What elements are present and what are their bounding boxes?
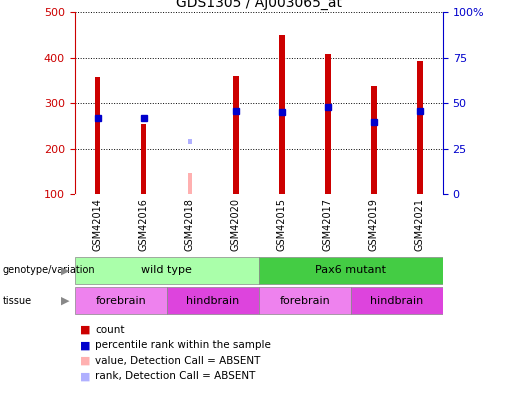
Text: GSM42014: GSM42014 — [93, 198, 102, 251]
Text: forebrain: forebrain — [280, 296, 330, 306]
Bar — [259, 257, 443, 284]
Text: GSM42017: GSM42017 — [323, 198, 333, 251]
Text: GSM42016: GSM42016 — [139, 198, 149, 251]
Text: ■: ■ — [80, 356, 90, 366]
Bar — [233, 76, 238, 194]
Bar — [95, 77, 100, 194]
Bar — [351, 287, 443, 314]
Text: ■: ■ — [80, 371, 90, 381]
Text: wild type: wild type — [141, 265, 192, 275]
Text: tissue: tissue — [3, 296, 32, 306]
Bar — [75, 257, 259, 284]
Text: GSM42019: GSM42019 — [369, 198, 379, 251]
Text: ■: ■ — [80, 325, 90, 335]
Title: GDS1305 / AJ003065_at: GDS1305 / AJ003065_at — [176, 0, 342, 10]
Bar — [188, 139, 192, 144]
Bar — [371, 86, 376, 194]
Text: value, Detection Call = ABSENT: value, Detection Call = ABSENT — [95, 356, 261, 366]
Text: GSM42021: GSM42021 — [415, 198, 425, 251]
Text: ■: ■ — [80, 341, 90, 350]
Bar — [188, 173, 192, 194]
Text: ▶: ▶ — [61, 265, 70, 275]
Bar — [75, 287, 167, 314]
Text: GSM42015: GSM42015 — [277, 198, 287, 251]
Bar — [259, 287, 351, 314]
Text: rank, Detection Call = ABSENT: rank, Detection Call = ABSENT — [95, 371, 255, 381]
Bar — [167, 287, 259, 314]
Bar — [279, 35, 285, 194]
Bar — [325, 54, 331, 194]
Text: hindbrain: hindbrain — [370, 296, 423, 306]
Text: count: count — [95, 325, 125, 335]
Bar — [417, 62, 423, 194]
Text: hindbrain: hindbrain — [186, 296, 239, 306]
Text: GSM42018: GSM42018 — [185, 198, 195, 251]
Bar — [141, 124, 146, 194]
Text: ▶: ▶ — [61, 296, 70, 306]
Text: Pax6 mutant: Pax6 mutant — [315, 265, 386, 275]
Text: forebrain: forebrain — [95, 296, 146, 306]
Text: genotype/variation: genotype/variation — [3, 265, 95, 275]
Text: percentile rank within the sample: percentile rank within the sample — [95, 341, 271, 350]
Text: GSM42020: GSM42020 — [231, 198, 241, 251]
